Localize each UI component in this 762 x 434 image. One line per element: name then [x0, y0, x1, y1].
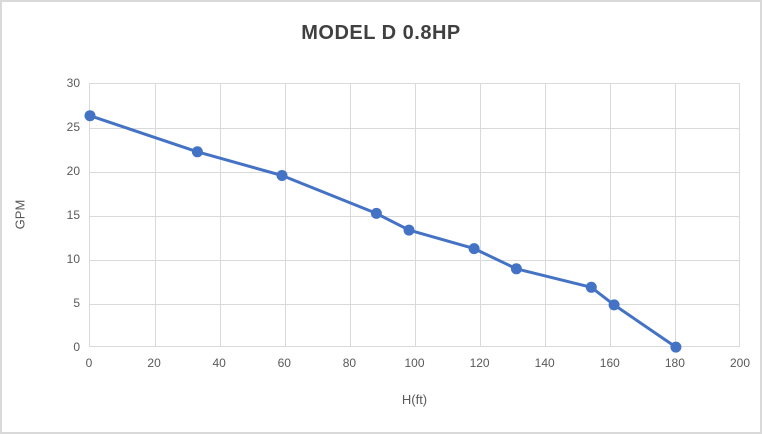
x-axis-tick-label: 20 [147, 356, 161, 370]
x-axis-title: H(ft) [401, 392, 428, 407]
plot-area [84, 83, 740, 353]
y-axis-tick-label: 15 [66, 208, 80, 222]
x-axis-tick-label: 120 [469, 356, 490, 370]
series-plot-svg [84, 110, 682, 353]
data-point-marker [585, 281, 597, 293]
y-axis-tick-label: 30 [66, 76, 80, 90]
x-axis-tick-label: 160 [599, 356, 620, 370]
data-point-marker [510, 263, 522, 275]
vertical-gridline [154, 84, 156, 346]
vertical-gridline [480, 84, 482, 346]
data-point-marker [84, 110, 96, 122]
x-axis-tick-label: 100 [404, 356, 425, 370]
data-point-marker [191, 146, 203, 158]
y-axis-tick-label: 10 [66, 252, 80, 266]
x-axis-tick-label: 200 [729, 356, 751, 370]
y-axis-tick-label: 20 [66, 164, 80, 178]
x-axis-tick-label: 60 [277, 356, 291, 370]
vertical-gridline [415, 84, 416, 346]
chart-title: MODEL D 0.8HP [301, 22, 461, 44]
vertical-gridline [675, 84, 677, 346]
x-axis-tick-label: 140 [534, 356, 555, 370]
data-series-line [88, 114, 678, 349]
horizontal-gridline [90, 259, 739, 261]
horizontal-gridline [90, 171, 739, 173]
x-axis-tick-label: 40 [212, 356, 226, 370]
y-axis-tick-label: 25 [66, 120, 80, 134]
vertical-gridline [545, 84, 547, 346]
x-axis-tick-label: 0 [85, 356, 93, 370]
data-point-marker [670, 341, 682, 353]
vertical-gridline [610, 84, 612, 346]
horizontal-gridline [90, 127, 739, 129]
y-axis-tick-label: 0 [73, 340, 80, 354]
data-point-marker [276, 170, 288, 181]
data-point-marker [608, 299, 620, 311]
x-axis-tick-label: 180 [664, 356, 685, 370]
horizontal-gridline [90, 303, 739, 305]
vertical-gridline [219, 84, 221, 346]
horizontal-gridline [90, 215, 739, 217]
y-axis-tick-label: 5 [73, 296, 80, 310]
data-point-marker [468, 243, 480, 255]
data-point-marker [403, 224, 415, 236]
vertical-gridline [349, 84, 351, 346]
vertical-gridline [284, 84, 286, 346]
x-axis-tick-label: 80 [342, 356, 357, 370]
y-axis-title: GPM [12, 199, 28, 230]
data-point-marker [370, 207, 382, 219]
